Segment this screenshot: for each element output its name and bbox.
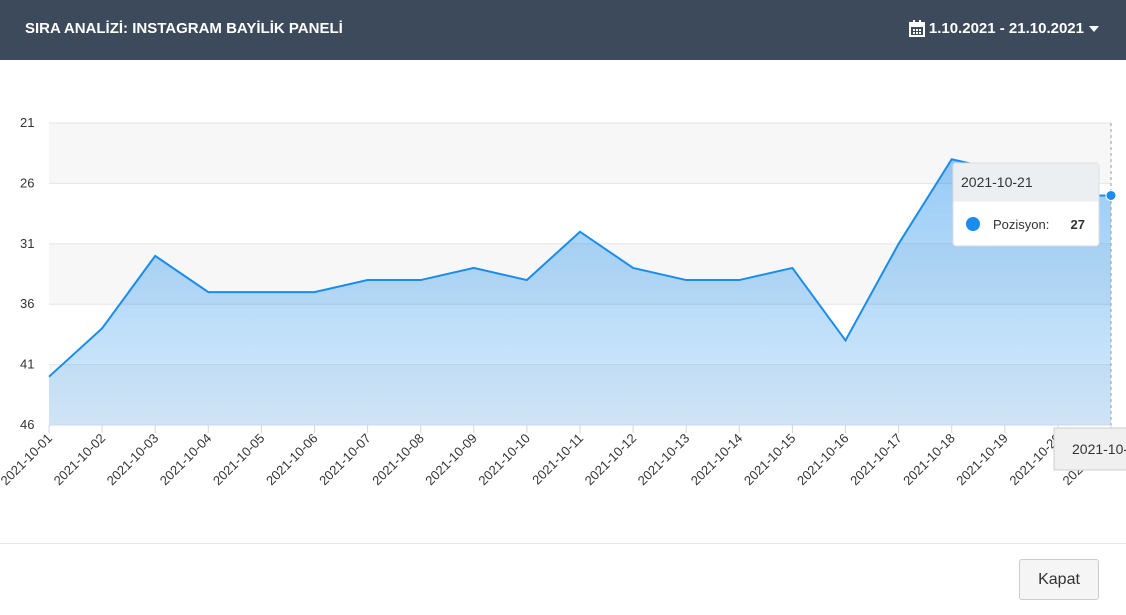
hover-point [1105,189,1117,201]
tooltip-label: Pozisyon: [993,217,1049,232]
date-range: 1.10.2021 - 21.10.2021 [928,20,1084,37]
y-tick-label: 41 [20,357,34,372]
close-button[interactable]: Kapat [1019,559,1099,600]
x-tick-label: 2021-10-09 [422,431,480,489]
y-tick-label: 21 [20,115,34,130]
x-tick-label: 2021-10-15 [741,431,799,489]
x-tick-label: 2021-10-07 [316,431,374,489]
x-tick-label: 2021-10-17 [847,431,905,489]
y-tick-label: 26 [20,175,34,190]
x-tick-label: 2021-10-16 [794,431,852,489]
divider [0,543,1126,544]
x-tick-label: 2021-10-04 [157,431,215,489]
y-tick-label: 31 [20,236,34,251]
tooltip-value: 27 [1071,217,1085,232]
line [48,158,1111,378]
tooltip-header [953,163,1099,202]
modal-title: SIRA ANALİZİ: INSTAGRAM BAYİLİK PANELİ [25,20,343,37]
x-tick-label: 2021-10-10 [475,431,533,489]
area [49,159,1111,425]
calendar-icon [908,20,925,37]
tooltip-title: 2021-10-21 [961,174,1033,190]
y-tick-label: 46 [20,417,34,432]
x-tick-label: 2021-10-14 [688,431,746,489]
crosshair-label: 2021-10-21 [1072,441,1126,457]
modal-header: SIRA ANALİZİ: INSTAGRAM BAYİLİK PANELİ 1… [0,0,1126,60]
chart: 2126313641462021-10-012021-10-022021-10-… [0,115,1126,489]
x-tick-label: 2021-10-03 [104,431,162,489]
x-tick-label: 2021-10-06 [263,431,321,489]
crosshair-label-box [1053,427,1126,471]
x-tick-label: 2021-10-02 [51,431,109,489]
date-picker[interactable]: 1.10.2021 - 21.10.2021 [908,20,1100,37]
x-tick-label: 2021-10-11 [529,431,586,488]
tooltip-dot [966,217,980,231]
caret [1089,25,1099,32]
x-tick-label: 2021-10-18 [900,431,958,489]
x-tick-label: 2021-10-01 [0,431,55,489]
y-tick-label: 36 [20,296,34,311]
x-tick-label: 2021-10-08 [369,431,427,489]
x-tick-label: 2021-10-12 [582,431,640,489]
x-tick-label: 2021-10-19 [953,431,1011,489]
x-tick-label: 2021-10-05 [210,431,268,489]
plot-band [49,123,1111,184]
x-tick-label: 2021-10-13 [635,431,693,489]
